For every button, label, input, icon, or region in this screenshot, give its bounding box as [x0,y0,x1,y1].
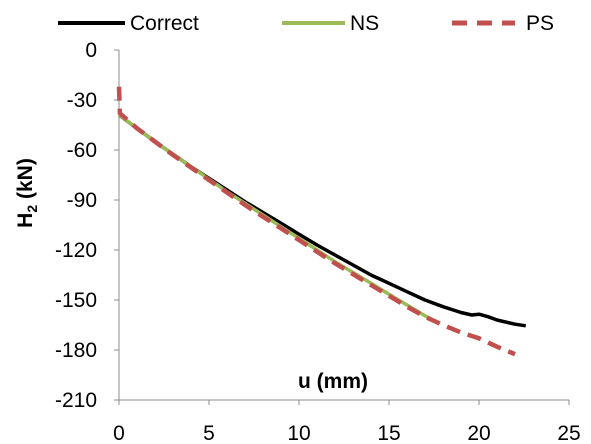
y-axis-title-subscript: 2 [24,205,40,213]
y-tick-label: 0 [85,39,97,62]
y-axis-ticks: 0 -30 -60 -90 -120 -150 -180 -210 [55,39,119,412]
x-tick-label: 10 [287,422,310,444]
series-group [116,86,527,357]
y-axis-title-main: H [14,213,37,228]
y-tick-label: -150 [55,289,97,312]
y-axis-title-unit: (kN) [14,158,37,205]
y-tick-label: -210 [55,389,97,412]
x-tick-label: 20 [467,422,490,444]
y-tick-label: -120 [55,239,97,262]
legend-label-ns: NS [350,12,379,35]
legend-label-correct: Correct [130,12,199,35]
legend: Correct NS PS [58,12,554,35]
y-tick-label: -180 [55,339,97,362]
x-axis-ticks: 0 5 10 15 20 25 [113,400,581,444]
x-tick-label: 15 [377,422,400,444]
y-axis-title: H2 (kN) [14,158,40,228]
series-line-ns [117,113,435,323]
x-tick-label: 25 [557,422,580,444]
x-axis-title: u (mm) [298,370,368,393]
y-tick-label: -30 [67,89,97,112]
x-tick-label: 5 [203,422,215,444]
series-line-correct [117,113,527,328]
y-tick-label: -60 [67,139,97,162]
x-tick-label: 0 [113,422,125,444]
legend-label-ps: PS [526,12,554,35]
y-tick-label: -90 [67,189,97,212]
series-line-ps [116,86,516,357]
